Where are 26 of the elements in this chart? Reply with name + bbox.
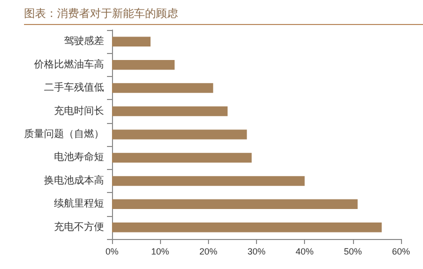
- x-tick-label: 20%: [199, 246, 218, 256]
- y-tick-label: 二手车残值低: [44, 82, 104, 94]
- bar: [112, 222, 382, 232]
- y-tick-label: 价格比燃油车高: [33, 58, 104, 70]
- y-tick-label: 驾驶感差: [64, 35, 104, 48]
- bar: [112, 130, 247, 140]
- x-tick-label: 60%: [392, 246, 410, 256]
- x-tick-label: 0%: [105, 246, 119, 256]
- bar: [112, 83, 214, 93]
- bar: [112, 36, 151, 46]
- chart-title: 图表：消费者对于新能车的顾虑: [24, 6, 423, 25]
- bar: [112, 106, 228, 116]
- x-tick-label: 40%: [296, 246, 314, 256]
- y-tick-label: 充电不方便: [54, 220, 104, 233]
- y-tick-label: 换电池成本高: [44, 174, 104, 186]
- y-tick-label: 质量问题（自燃）: [24, 128, 104, 140]
- bar: [112, 176, 305, 186]
- bar: [112, 199, 358, 210]
- bar: [112, 60, 175, 70]
- y-tick-label: 电池寿命短: [54, 151, 104, 164]
- x-tick-label: 50%: [344, 246, 362, 256]
- x-tick-label: 30%: [247, 246, 266, 256]
- bar: [112, 152, 252, 163]
- y-tick-label: 续航里程短: [54, 198, 104, 210]
- x-tick-label: 10%: [151, 246, 170, 256]
- y-tick-label: 充电时间长: [54, 104, 104, 117]
